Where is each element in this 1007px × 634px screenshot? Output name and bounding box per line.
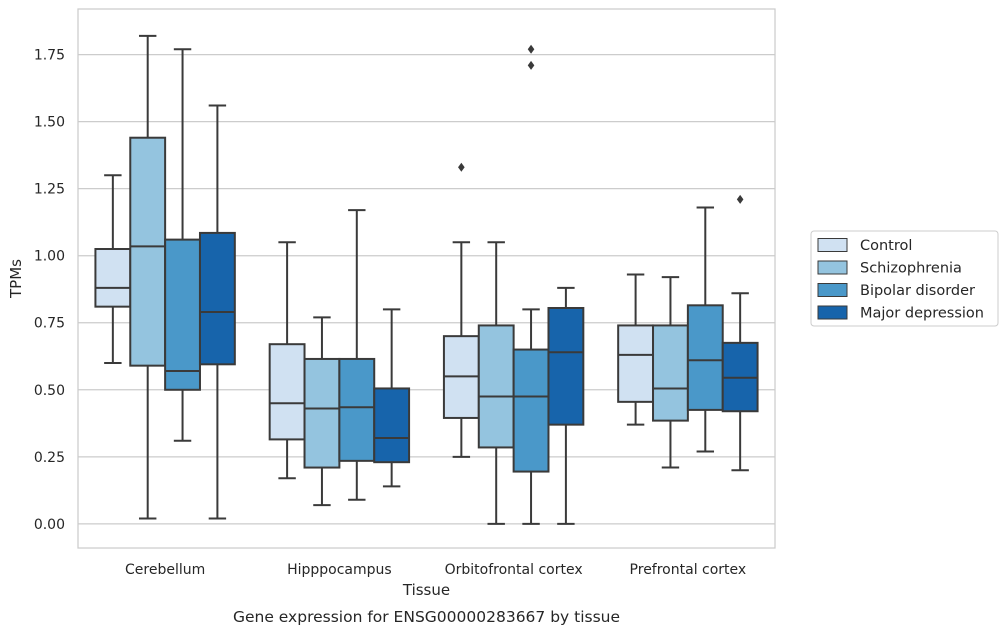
box-schizophrenia bbox=[477, 241, 515, 525]
box-schizophrenia bbox=[129, 34, 167, 520]
y-tick-label: 0.00 bbox=[34, 517, 65, 533]
y-tick-labels: 0.00 0.25 0.50 0.75 1.00 1.25 1.50 1.75 bbox=[34, 48, 65, 533]
box-iqr bbox=[94, 248, 132, 308]
boxes bbox=[94, 34, 759, 525]
y-tick-label: 1.25 bbox=[34, 182, 65, 198]
box-iqr bbox=[268, 343, 306, 441]
box-control bbox=[268, 241, 306, 480]
y-tick-label: 0.25 bbox=[34, 450, 65, 466]
box-bipolar-disorder bbox=[164, 48, 201, 442]
box-iqr bbox=[129, 136, 167, 367]
y-tick-label: 0.75 bbox=[34, 316, 65, 332]
box-control bbox=[617, 273, 655, 426]
plot-frame bbox=[77, 8, 776, 549]
y-tick-label: 1.75 bbox=[34, 48, 65, 64]
chart-caption: Gene expression for ENSG00000283667 by t… bbox=[233, 608, 620, 626]
outlier-point bbox=[527, 44, 535, 54]
x-tick-label: Hipppocampus bbox=[287, 562, 392, 578]
y-tick-label: 1.50 bbox=[34, 115, 65, 131]
box-schizophrenia bbox=[303, 316, 341, 507]
box-iqr bbox=[512, 348, 550, 473]
box-iqr bbox=[338, 357, 376, 462]
x-tick-label: Orbitofrontal cortex bbox=[445, 562, 583, 578]
box-iqr bbox=[373, 387, 411, 464]
box-schizophrenia bbox=[652, 276, 689, 469]
box-control bbox=[94, 174, 132, 364]
box-iqr bbox=[164, 238, 201, 391]
box-iqr bbox=[617, 324, 655, 403]
y-axis-label: TPMs bbox=[7, 259, 25, 299]
legend-label: Bipolar disorder bbox=[860, 283, 975, 299]
legend-label: Schizophrenia bbox=[860, 261, 962, 277]
box-bipolar-disorder bbox=[686, 206, 724, 453]
box-major-depression bbox=[373, 308, 411, 488]
box-bipolar-disorder bbox=[512, 44, 550, 525]
box-major-depression bbox=[198, 104, 236, 520]
box-iqr bbox=[303, 357, 341, 469]
x-tick-label: Prefrontal cortex bbox=[630, 562, 747, 578]
box-control bbox=[442, 162, 480, 458]
legend-swatch bbox=[817, 283, 848, 297]
box-iqr bbox=[652, 324, 689, 422]
legend-frame bbox=[810, 230, 999, 327]
legend-swatch bbox=[817, 238, 848, 252]
box-major-depression bbox=[547, 286, 585, 525]
x-tick-labels: Cerebellum Hipppocampus Orbitofrontal cort… bbox=[125, 562, 746, 578]
legend-swatch bbox=[817, 260, 848, 275]
y-tick-label: 0.50 bbox=[34, 383, 65, 399]
legend: Control Schizophrenia Bipolar disorder Majo… bbox=[810, 230, 999, 327]
box-iqr bbox=[686, 304, 724, 411]
box-major-depression bbox=[721, 194, 759, 472]
box-bipolar-disorder bbox=[338, 209, 376, 501]
x-axis-label: Tissue bbox=[402, 581, 450, 599]
legend-swatch bbox=[817, 305, 848, 320]
box-iqr bbox=[198, 231, 236, 366]
outlier-point bbox=[736, 194, 744, 204]
x-tick-label: Cerebellum bbox=[125, 562, 205, 578]
legend-label: Control bbox=[860, 238, 912, 254]
y-tick-label: 1.00 bbox=[34, 249, 65, 265]
legend-label: Major depression bbox=[860, 306, 984, 322]
box-iqr bbox=[477, 324, 515, 449]
box-iqr bbox=[547, 306, 585, 426]
outlier-point bbox=[458, 162, 465, 172]
outlier-point bbox=[527, 60, 535, 70]
